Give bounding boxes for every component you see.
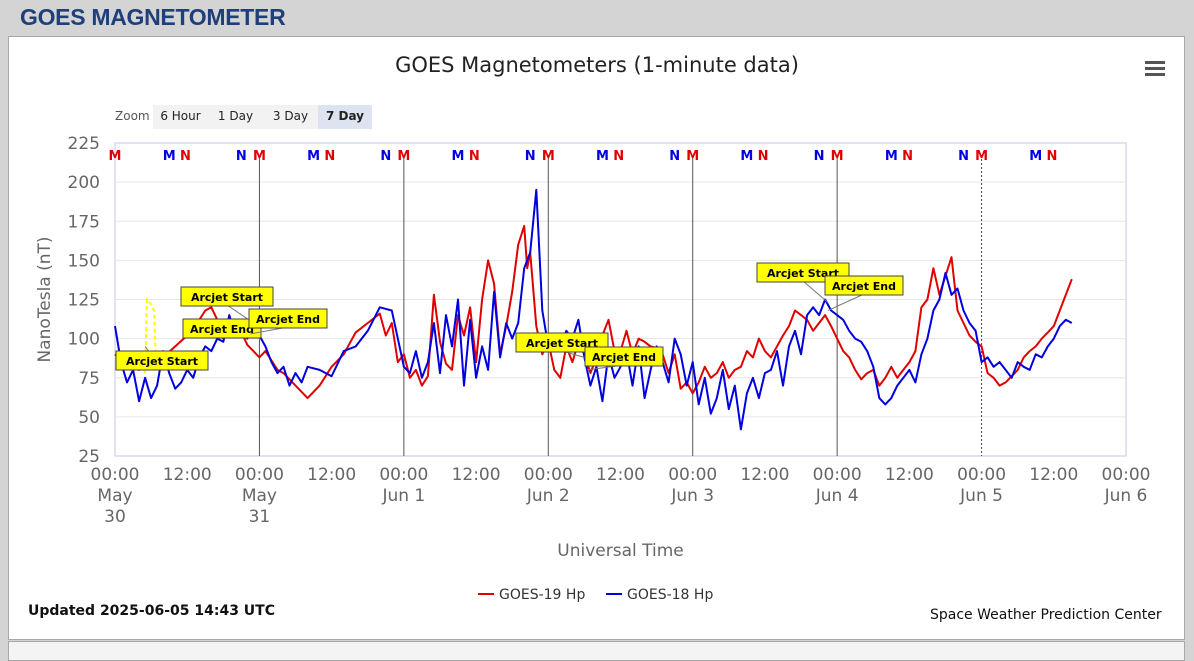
arcjet-label: Arcjet End <box>592 351 656 364</box>
arcjet-label-box <box>824 275 904 296</box>
page-title: GOES MAGNETOMETER <box>20 4 286 30</box>
chart-title: GOES Magnetometers (1-minute data) <box>395 53 799 77</box>
x-tick-label: 00:00 <box>379 465 428 485</box>
x-tick-label: 00:00 <box>1102 465 1151 485</box>
arcjet-connector <box>827 293 865 311</box>
x-tick-label: 12:00 <box>596 465 645 485</box>
x-tick-label: Jun 6 <box>1104 486 1148 506</box>
arcjet-label: Arcjet Start <box>191 291 263 304</box>
arcjet-label-box <box>584 346 664 367</box>
y-tick-label: 25 <box>78 447 100 467</box>
arcjet-connector <box>802 280 829 304</box>
x-tick-label: 00:00 <box>91 465 140 485</box>
x-tick-label: 12:00 <box>740 465 789 485</box>
y-tick-label: 150 <box>68 251 100 271</box>
y-tick-label: 225 <box>68 134 100 154</box>
x-tick-label: Jun 1 <box>381 486 425 506</box>
noon-marker: N <box>613 149 624 164</box>
x-tick-label: 00:00 <box>668 465 717 485</box>
noon-marker: N <box>380 149 391 164</box>
x-tick-label: Jun 3 <box>670 486 714 506</box>
zoom-3-day-button[interactable]: 3 Day <box>263 105 318 129</box>
midnight-marker: M <box>975 149 988 164</box>
y-tick-label: 175 <box>68 212 100 232</box>
x-tick-label: 12:00 <box>307 465 356 485</box>
midnight-marker: M <box>109 149 122 164</box>
zoom-label: Zoom <box>115 109 150 123</box>
series-line-goes-18 <box>114 188 1073 431</box>
arcjet-label-box <box>180 286 274 307</box>
arcjet-label: Arcjet Start <box>126 355 198 368</box>
x-tick-label: 00:00 <box>957 465 1006 485</box>
x-tick-label: May <box>242 486 277 506</box>
credit-text: Space Weather Prediction Center <box>930 607 1162 623</box>
noon-marker: N <box>669 149 680 164</box>
midnight-marker: M <box>740 149 753 164</box>
zoom-1-day-button[interactable]: 1 Day <box>208 105 263 129</box>
updated-timestamp: Updated 2025-06-05 14:43 UTC <box>28 603 275 619</box>
midnight-marker: M <box>885 149 898 164</box>
x-tick-label: 31 <box>249 507 271 527</box>
page-header: GOES MAGNETOMETER <box>0 0 1194 36</box>
noon-marker: N <box>814 149 825 164</box>
y-tick-label: 50 <box>78 408 100 428</box>
noon-marker: N <box>236 149 247 164</box>
x-tick-label: Jun 4 <box>815 486 859 506</box>
x-tick-label: 00:00 <box>813 465 862 485</box>
x-tick-label: 12:00 <box>1029 465 1078 485</box>
hamburger-menu-icon[interactable] <box>1143 58 1167 80</box>
arcjet-label-box <box>248 308 328 329</box>
x-tick-label: 12:00 <box>885 465 934 485</box>
legend-label: GOES-18 Hp <box>627 587 713 603</box>
noon-marker: N <box>758 149 769 164</box>
x-tick-label: Jun 5 <box>959 486 1003 506</box>
midnight-marker: M <box>397 149 410 164</box>
x-axis-title: Universal Time <box>557 541 683 561</box>
series-line-goes-19 <box>114 224 1073 400</box>
x-tick-label: 00:00 <box>524 465 573 485</box>
y-tick-label: 100 <box>68 330 100 350</box>
noon-marker: N <box>324 149 335 164</box>
x-tick-label: 12:00 <box>452 465 501 485</box>
midnight-marker: M <box>831 149 844 164</box>
midnight-marker: M <box>307 149 320 164</box>
arcjet-label: Arcjet Start <box>526 337 598 350</box>
midnight-marker: M <box>253 149 266 164</box>
y-tick-label: 200 <box>68 173 100 193</box>
y-tick-label: 75 <box>78 369 100 389</box>
x-tick-label: 12:00 <box>163 465 212 485</box>
x-tick-label: Jun 2 <box>526 486 570 506</box>
y-axis-title: NanoTesla (nT) <box>35 236 55 362</box>
noon-marker: N <box>958 149 969 164</box>
legend-label: GOES-19 Hp <box>499 587 585 603</box>
y-tick-label: 125 <box>68 291 100 311</box>
midnight-marker: M <box>596 149 609 164</box>
arcjet-label: Arcjet End <box>190 323 254 336</box>
midnight-marker: M <box>542 149 555 164</box>
arcjet-label-box <box>115 350 209 371</box>
noon-marker: N <box>469 149 480 164</box>
midnight-marker: M <box>452 149 465 164</box>
arcjet-label: Arcjet End <box>256 313 320 326</box>
midnight-marker: M <box>163 149 176 164</box>
arcjet-trace <box>144 296 157 374</box>
zoom-7-day-button[interactable]: 7 Day <box>318 105 372 129</box>
noon-marker: N <box>180 149 191 164</box>
arcjet-label: Arcjet End <box>832 280 896 293</box>
x-tick-label: May <box>97 486 132 506</box>
x-tick-label: 30 <box>104 507 126 527</box>
midnight-marker: M <box>1029 149 1042 164</box>
noon-marker: N <box>525 149 536 164</box>
noon-marker: N <box>1047 149 1058 164</box>
arcjet-label: Arcjet Start <box>767 267 839 280</box>
zoom-6-hour-button[interactable]: 6 Hour <box>153 105 208 129</box>
midnight-marker: M <box>686 149 699 164</box>
noon-marker: N <box>902 149 913 164</box>
x-tick-label: 00:00 <box>235 465 284 485</box>
